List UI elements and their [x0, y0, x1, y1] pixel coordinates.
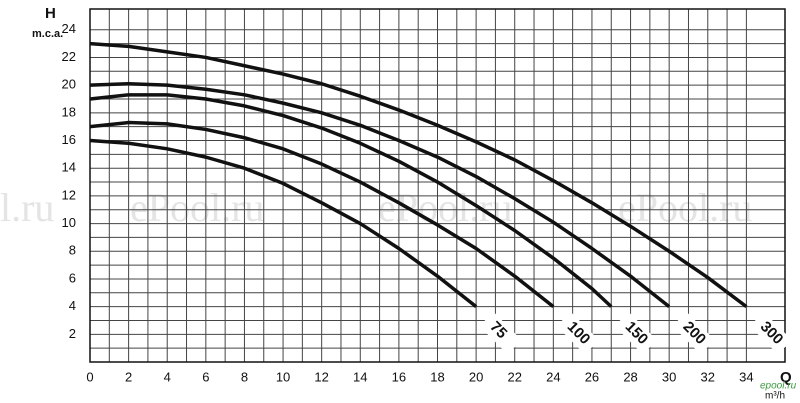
series-label-bg [672, 311, 715, 355]
series-label-group: 300 [749, 311, 793, 355]
x-tick-label: 28 [623, 369, 637, 384]
series-label-bg [614, 311, 657, 355]
y-tick-label: 2 [69, 326, 76, 341]
y-tick-label: 10 [62, 215, 76, 230]
watermark: ePool.ru [618, 185, 752, 230]
y-tick-label: 6 [69, 270, 76, 285]
y-tick-label: 12 [62, 187, 76, 202]
x-tick-label: 8 [241, 369, 248, 384]
x-tick-label: 0 [86, 369, 93, 384]
watermark: ePool.ru [378, 185, 512, 230]
series-label-bg [749, 311, 793, 355]
x-tick-label: 34 [739, 369, 753, 384]
y-tick-label: 18 [62, 104, 76, 119]
x-tick-label: 22 [507, 369, 521, 384]
series-label-group: 100 [556, 311, 600, 355]
y-axis-label: H [45, 5, 56, 22]
x-tick-label: 24 [546, 369, 560, 384]
y-tick-label: 20 [62, 77, 76, 92]
x-tick-label: 32 [701, 369, 715, 384]
curve [89, 138, 478, 309]
series-label-bg [556, 311, 600, 355]
y-tick-label: 16 [62, 132, 76, 147]
y-tick-label: 14 [62, 160, 76, 175]
plot-frame [89, 8, 786, 363]
x-tick-label: 18 [430, 369, 444, 384]
x-tick-label: 10 [276, 369, 290, 384]
x-tick-label: 14 [353, 369, 367, 384]
x-tick-label: 6 [202, 369, 209, 384]
x-axis-label: Q [780, 369, 792, 386]
logo: epool.ru [760, 381, 797, 392]
series-label-bg [479, 311, 522, 355]
series-label-group: 75 [479, 311, 522, 355]
y-tick-label: 22 [62, 49, 76, 64]
curve [89, 120, 555, 309]
y-tick-label: 4 [69, 298, 76, 313]
x-tick-label: 16 [392, 369, 406, 384]
x-tick-label: 30 [662, 369, 676, 384]
x-tick-label: 20 [469, 369, 483, 384]
curve [89, 82, 671, 309]
watermark: l.ru [0, 185, 54, 230]
y-tick-label: 8 [69, 243, 76, 258]
curve [89, 41, 748, 309]
x-axis-unit: m³/h [765, 391, 785, 402]
x-tick-label: 12 [314, 369, 328, 384]
curve [89, 93, 613, 308]
y-axis-unit: m.c.a. [32, 28, 63, 40]
x-tick-label: 4 [164, 369, 171, 384]
x-tick-label: 26 [585, 369, 599, 384]
watermark: ePool.ru [130, 185, 264, 230]
x-tick-label: 2 [125, 369, 132, 384]
y-tick-label: 24 [62, 21, 76, 36]
